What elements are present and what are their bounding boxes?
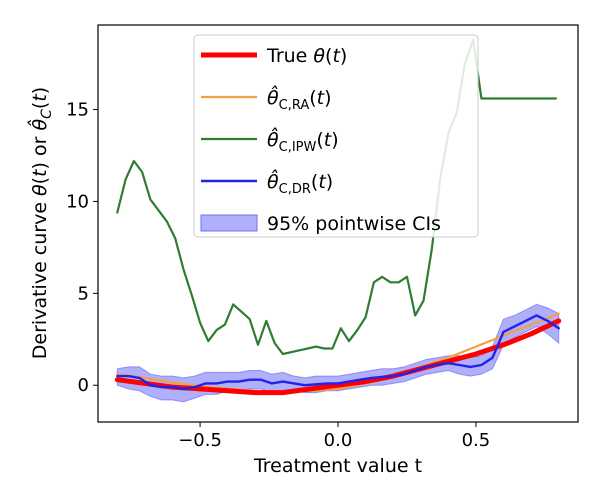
y-axis-label-t: t <box>29 168 51 177</box>
x-axis-label: Treatment value t <box>253 455 422 477</box>
legend-label-ci: 95% pointwise CIs <box>267 213 441 235</box>
y-tick-label: 10 <box>66 191 89 212</box>
x-tick-label: 0.5 <box>462 430 491 451</box>
y-axis-label-text: Derivative curve θ(t) or θ̂C(t) <box>27 87 55 359</box>
y-axis-label-part1: Derivative curve <box>29 196 51 359</box>
series-line-ra <box>116 312 560 393</box>
x-tick-label: 0.0 <box>324 430 353 451</box>
y-tick-label: 0 <box>78 375 89 396</box>
ci-band <box>116 303 560 403</box>
y-axis-label-t2: t <box>29 93 51 102</box>
y-axis-label-part5: ) <box>29 87 51 94</box>
y-axis-label-theta: θ <box>29 184 51 196</box>
legend-swatch-ci <box>200 214 258 232</box>
legend: True θ(t) θ̂C,RA(t) θ̂C,IPW(t) θ̂C,DR(t) 95%… <box>193 34 479 238</box>
legend-label-true: True θ(t) <box>266 45 347 67</box>
y-tick-label: 5 <box>78 283 89 304</box>
series-line-ipw <box>116 38 558 356</box>
y-axis-label-part3: ) or <box>29 130 51 169</box>
legend-label-dr: θ̂C,DR(t) <box>267 169 333 197</box>
series-line-dr <box>116 314 560 391</box>
legend-label-ipw: θ̂C,IPW(t) <box>267 127 339 155</box>
y-axis-label-part2: ( <box>29 177 51 184</box>
y-axis-label-sub: C <box>39 109 55 119</box>
y-axis-label-part4: ( <box>29 102 51 109</box>
legend-label-ra: θ̂C,RA(t) <box>267 85 332 113</box>
y-axis-label-thetahat: θ̂ <box>27 118 51 130</box>
y-tick-label: 15 <box>66 100 89 121</box>
legend-frame <box>193 34 479 238</box>
x-tick-label: −0.5 <box>178 430 222 451</box>
y-axis-label: Derivative curve θ(t) or θ̂C(t) <box>27 87 55 359</box>
